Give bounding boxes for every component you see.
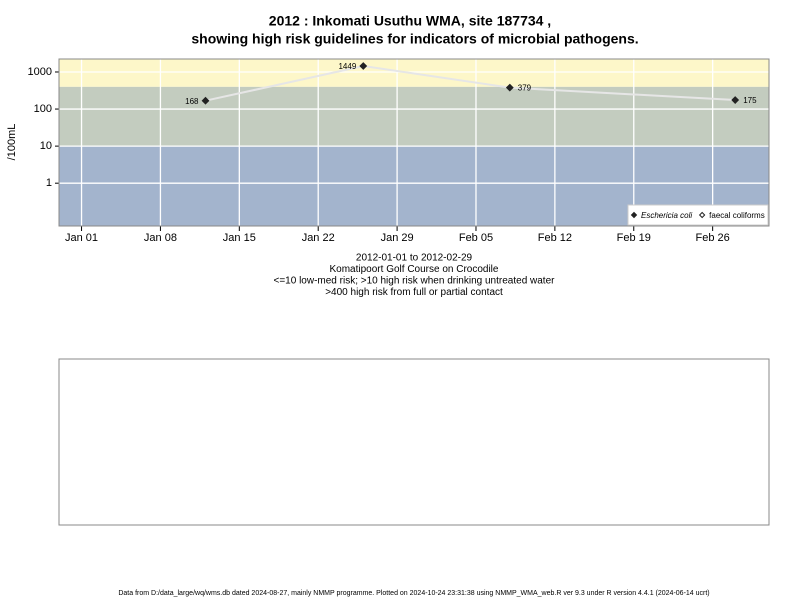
data-label: 1449 [338, 62, 356, 71]
y-tick-label: 10 [40, 140, 52, 152]
y-axis-label: /100mL [6, 124, 18, 161]
legend-marker [698, 211, 706, 219]
y-tick-label: 100 [34, 103, 52, 115]
data-label: 175 [743, 96, 757, 105]
data-point [505, 83, 514, 92]
x-tick-label: Jan 01 [65, 232, 98, 244]
x-tick-label: Jan 22 [302, 232, 335, 244]
data-label: 379 [518, 84, 532, 93]
legend-marker [630, 211, 638, 219]
x-tick-label: Jan 15 [223, 232, 256, 244]
subtitle: <=10 low-med risk; >10 high risk when dr… [274, 276, 556, 287]
legend-label: faecal coliforms [709, 211, 765, 220]
x-tick-label: Feb 19 [617, 232, 651, 244]
footer: Data from D:/data_large/wq/wms.db dated … [118, 590, 709, 597]
empty-panel [58, 358, 770, 526]
y-tick-label: 1 [46, 177, 52, 189]
subtitle: Komatipoort Golf Course on Crocodile [330, 264, 499, 275]
subtitle: 2012-01-01 to 2012-02-29 [356, 253, 473, 264]
y-tick-label: 1000 [28, 66, 52, 78]
plot-frame [58, 58, 770, 227]
chart-title-2: showing high risk guidelines for indicat… [191, 31, 638, 47]
legend-box [627, 204, 769, 226]
legend-label: Eschericia coli [641, 211, 692, 220]
risk-band [59, 86, 769, 147]
x-tick-label: Feb 12 [538, 232, 572, 244]
data-point [359, 62, 368, 70]
subtitle: >400 high risk from full or partial cont… [325, 287, 503, 298]
data-label: 168 [185, 97, 199, 106]
data-point [201, 96, 210, 105]
x-tick-label: Jan 29 [381, 232, 414, 244]
x-tick-label: Feb 26 [696, 232, 730, 244]
chart-title: 2012 : Inkomati Usuthu WMA, site 187734 … [269, 13, 551, 29]
data-point [731, 96, 740, 104]
series-line [205, 64, 736, 102]
x-tick-label: Feb 05 [459, 232, 493, 244]
x-tick-label: Jan 08 [144, 232, 177, 244]
